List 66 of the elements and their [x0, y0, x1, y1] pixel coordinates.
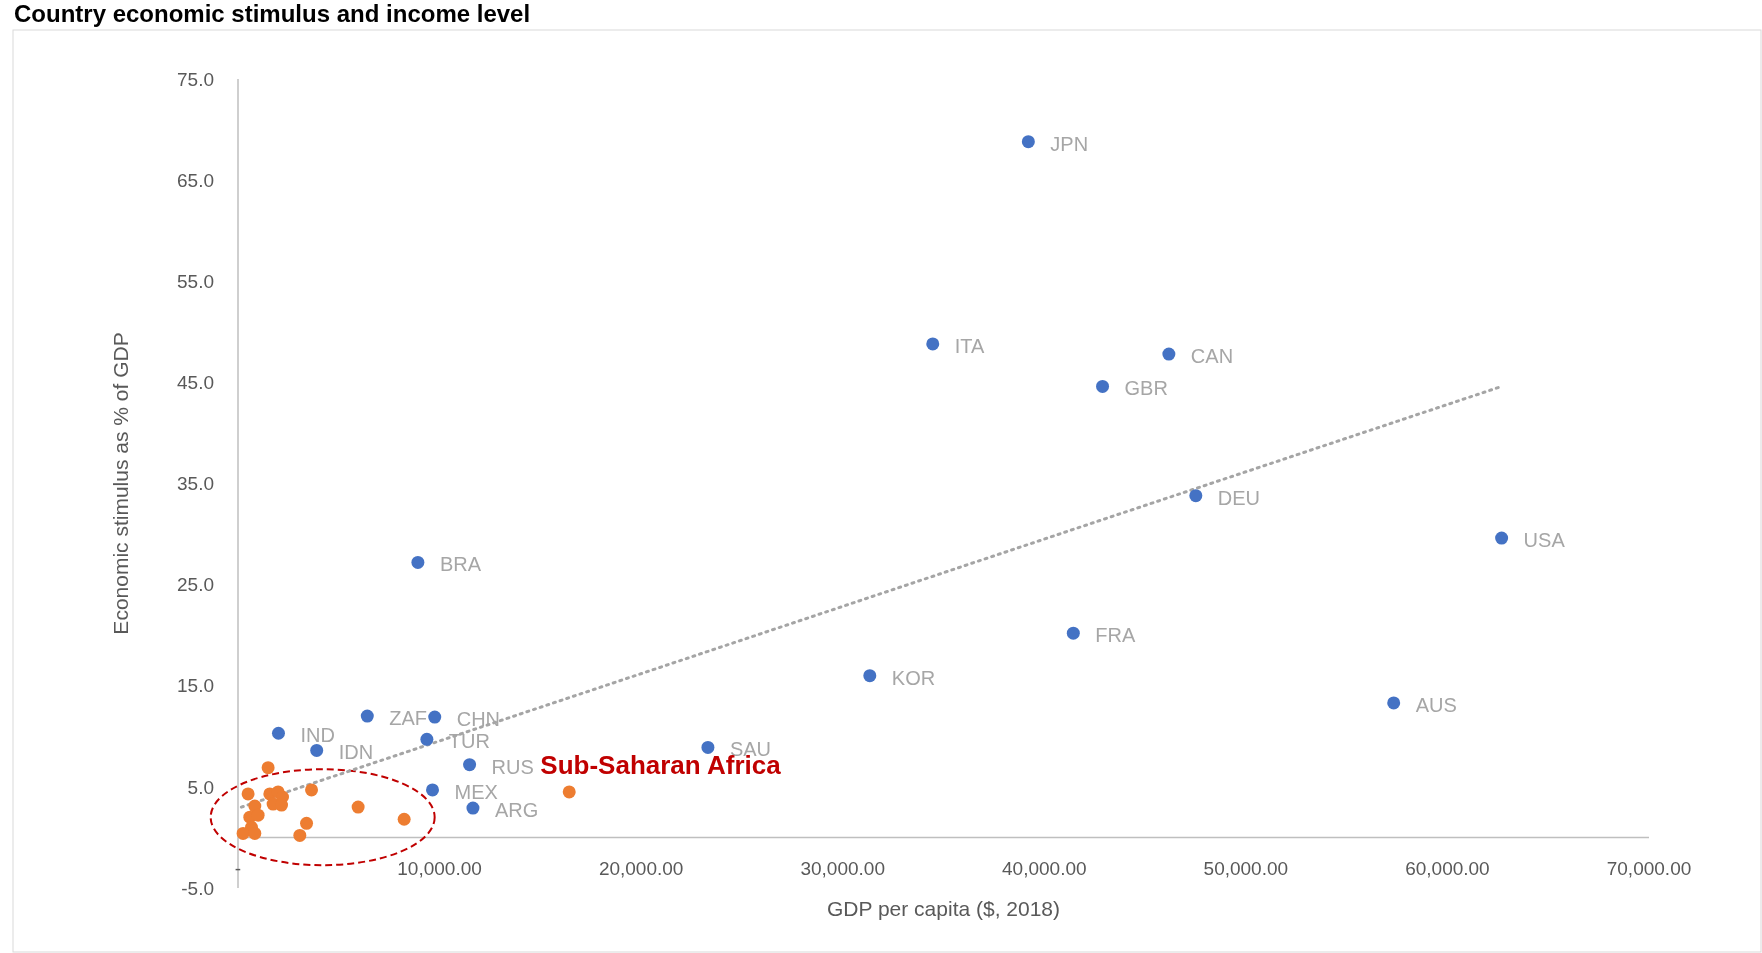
y-axis-title: Economic stimulus as % of GDP [109, 332, 132, 635]
x-tick-label: 60,000.00 [1405, 857, 1490, 879]
annotation: JPN [1050, 132, 1089, 155]
x-tick-label: 10,000.00 [397, 857, 482, 879]
point [241, 787, 255, 801]
point [251, 808, 265, 822]
chart-title: Country economic stimulus and income level [14, 0, 531, 27]
point [428, 710, 442, 724]
point [701, 740, 715, 754]
annotation: BRA [439, 553, 482, 576]
annotation: AUS [1415, 693, 1457, 716]
point [463, 758, 477, 772]
annotation: CHN [456, 708, 501, 731]
y-tick-label: -5.0 [181, 877, 214, 899]
annotation: RUS [491, 755, 534, 778]
y-tick-label: 5.0 [187, 776, 214, 798]
point [305, 783, 319, 797]
point [261, 761, 275, 775]
point [351, 800, 365, 814]
point [310, 743, 324, 757]
y-tick-label: 45.0 [177, 372, 214, 394]
annotation: CAN [1190, 345, 1234, 368]
point [360, 709, 374, 723]
x-tick-label: 50,000.00 [1203, 857, 1289, 879]
point [1162, 347, 1176, 361]
annotation: ITA [954, 334, 986, 357]
point [1066, 626, 1080, 640]
point [420, 732, 434, 746]
y-tick-label: 65.0 [177, 169, 214, 191]
point [466, 801, 480, 815]
annotation: IDN [338, 741, 374, 764]
point [863, 669, 877, 683]
point [236, 826, 250, 840]
point [248, 826, 262, 840]
x-tick-label: 70,000.00 [1606, 857, 1692, 879]
annotation: GBR [1124, 377, 1168, 400]
point [1387, 696, 1401, 710]
y-tick-label: 75.0 [177, 68, 214, 90]
point [562, 785, 576, 799]
y-tick-label: 35.0 [177, 473, 214, 495]
x-tick-label: 20,000.00 [598, 857, 684, 879]
annotation: USA [1523, 529, 1566, 552]
point [293, 828, 307, 842]
annotation: DEU [1217, 486, 1261, 509]
x-axis-title: GDP per capita ($, 2018) [826, 897, 1061, 920]
point [1189, 489, 1203, 503]
annotation: TUR [448, 730, 490, 753]
annotation: FRA [1095, 624, 1136, 647]
y-tick-label: 55.0 [177, 270, 214, 292]
point [397, 812, 411, 826]
x-tick-label: - [234, 857, 242, 879]
point [926, 337, 940, 351]
annotation: IND [300, 724, 335, 747]
point [1096, 379, 1110, 393]
x-tick-label: 40,000.00 [1002, 857, 1087, 879]
point [1021, 135, 1035, 149]
y-tick-label: 25.0 [177, 574, 214, 596]
point [271, 726, 285, 740]
annotation: KOR [891, 666, 936, 689]
annotation: ZAF [389, 707, 428, 730]
x-tick-label: 30,000.00 [800, 857, 885, 879]
point [1495, 531, 1509, 545]
point [426, 783, 439, 797]
y-tick-label: 15.0 [177, 675, 214, 697]
point [300, 816, 314, 830]
point [411, 555, 425, 569]
